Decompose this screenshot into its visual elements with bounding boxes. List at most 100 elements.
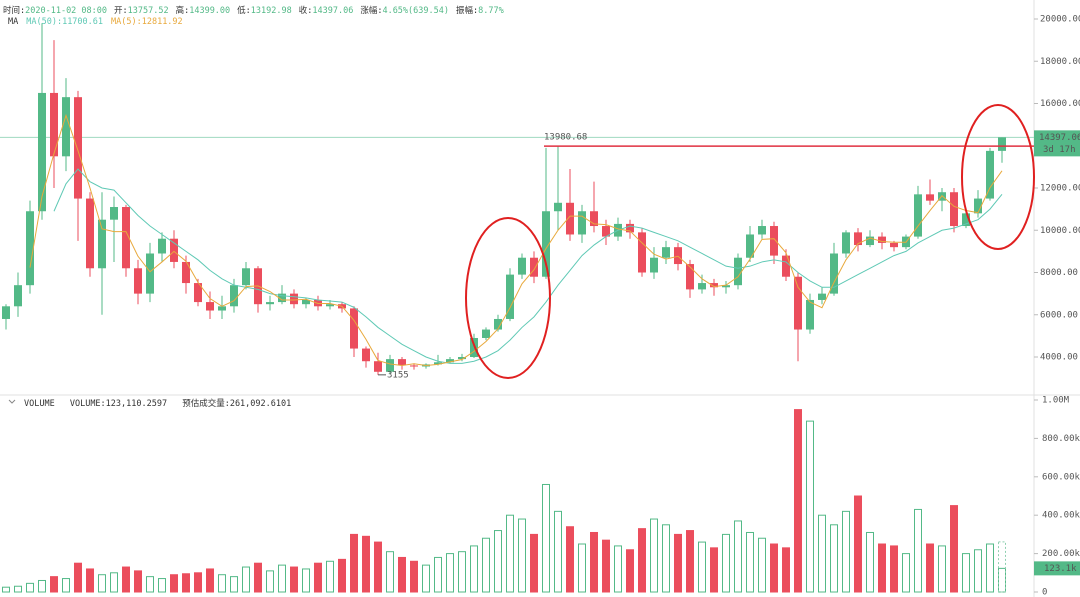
candle-body xyxy=(398,359,406,366)
volume-bar xyxy=(230,576,238,593)
header-label: 时间: xyxy=(3,6,26,16)
volume-bar xyxy=(662,524,670,593)
header-value: 4.65%(639.54) xyxy=(382,6,449,16)
volume-bar xyxy=(962,553,970,593)
volume-bar xyxy=(2,586,10,593)
header-value: 13192.98 xyxy=(250,6,292,16)
volume-bar xyxy=(710,547,718,593)
ma-line xyxy=(29,113,1003,366)
last-price-box xyxy=(1034,130,1080,157)
volume-bar xyxy=(158,578,166,593)
y-tick-label: 20000.00 xyxy=(1040,15,1080,25)
volume-bar xyxy=(746,531,754,593)
volume-bar xyxy=(830,524,838,593)
volume-bar xyxy=(206,568,214,593)
candle-body xyxy=(686,264,694,290)
volume-bar xyxy=(362,535,370,593)
volume-bar xyxy=(782,547,790,593)
candle-body xyxy=(950,192,958,227)
candle-body xyxy=(134,268,142,294)
candle-body xyxy=(50,92,58,157)
ma-line xyxy=(53,168,1003,364)
volume-bar xyxy=(122,566,130,593)
volume-bar xyxy=(326,560,334,593)
volume-bar xyxy=(482,537,490,593)
candle-body xyxy=(170,238,178,262)
volume-bar xyxy=(218,574,226,593)
ma-legend-entry: MA(50):11700.61 xyxy=(26,17,104,27)
volume-bar xyxy=(422,564,430,593)
candle-body xyxy=(14,285,22,307)
volume-estimate-bar xyxy=(998,541,1006,593)
candle-body xyxy=(878,236,886,243)
candle-body xyxy=(290,293,298,305)
header-value: 14399.00 xyxy=(189,6,231,16)
volume-bar xyxy=(758,537,766,593)
candle-body xyxy=(590,211,598,227)
candle-body xyxy=(482,329,490,338)
volume-bar xyxy=(794,409,802,593)
header-value: 8.77% xyxy=(478,6,504,16)
volume-bar xyxy=(74,562,82,593)
candle-body xyxy=(962,213,970,227)
candle-body xyxy=(38,92,46,212)
y-tick-label: 4000.00 xyxy=(1040,353,1078,363)
volume-bar xyxy=(386,551,394,593)
volume-bar xyxy=(314,562,322,593)
candle-body xyxy=(158,238,166,254)
y-tick-label: 10000.00 xyxy=(1040,226,1080,236)
candle-body xyxy=(506,274,514,319)
volume-bar xyxy=(686,530,694,593)
volume-bar xyxy=(50,576,58,593)
last-volume-label: 123.1k xyxy=(1044,564,1077,574)
volume-bar xyxy=(530,533,538,593)
volume-bar xyxy=(578,543,586,593)
candle-body xyxy=(446,359,454,363)
volume-bar xyxy=(890,545,898,593)
candle-body xyxy=(722,285,730,288)
header-label: 收: xyxy=(298,6,313,16)
candle-body xyxy=(362,348,370,362)
volume-bar xyxy=(146,576,154,593)
volume-title: VOLUME xyxy=(24,399,55,409)
candle-body xyxy=(866,236,874,246)
volume-bar xyxy=(806,420,814,593)
countdown-label: 3d 17h xyxy=(1043,145,1076,155)
y-tick-label: 8000.00 xyxy=(1040,268,1078,278)
volume-bar xyxy=(194,572,202,593)
volume-bar xyxy=(650,518,658,593)
volume-bar xyxy=(290,566,298,593)
ma-legend-entry: MA(5):12811.92 xyxy=(111,17,183,27)
collapse-icon[interactable] xyxy=(8,399,16,404)
candle-body xyxy=(746,234,754,258)
candle-body xyxy=(662,247,670,258)
marks: 4000.006000.008000.0010000.0012000.00140… xyxy=(0,15,1080,597)
candle-body xyxy=(566,202,574,235)
candle-body xyxy=(266,302,274,305)
volume-bar xyxy=(698,541,706,593)
volume-tick-label: 0 xyxy=(1042,588,1047,597)
volume-bar xyxy=(590,531,598,593)
volume-bar xyxy=(14,585,22,593)
volume-bar xyxy=(242,566,250,593)
candle-body xyxy=(518,257,526,275)
volume-bar xyxy=(902,553,910,593)
volume-bar xyxy=(26,582,34,593)
ma-legend: MA MA(50):11700.61 MA(5):12811.92 xyxy=(8,17,191,27)
candle-body xyxy=(386,359,394,372)
volume-bar xyxy=(302,568,310,593)
volume-tick-label: 400.00k xyxy=(1042,511,1080,521)
volume-bar xyxy=(98,574,106,593)
candle-body xyxy=(974,198,982,214)
candle-body xyxy=(374,361,382,372)
volume-bar xyxy=(602,539,610,593)
volume-bar xyxy=(998,567,1006,593)
candle-body xyxy=(734,257,742,286)
volume-bar xyxy=(398,556,406,593)
volume-bar xyxy=(938,545,946,593)
candle-body xyxy=(110,207,118,220)
volume-bar xyxy=(614,545,622,593)
volume-bar xyxy=(926,543,934,593)
high-label: 13980.68 xyxy=(544,133,587,143)
